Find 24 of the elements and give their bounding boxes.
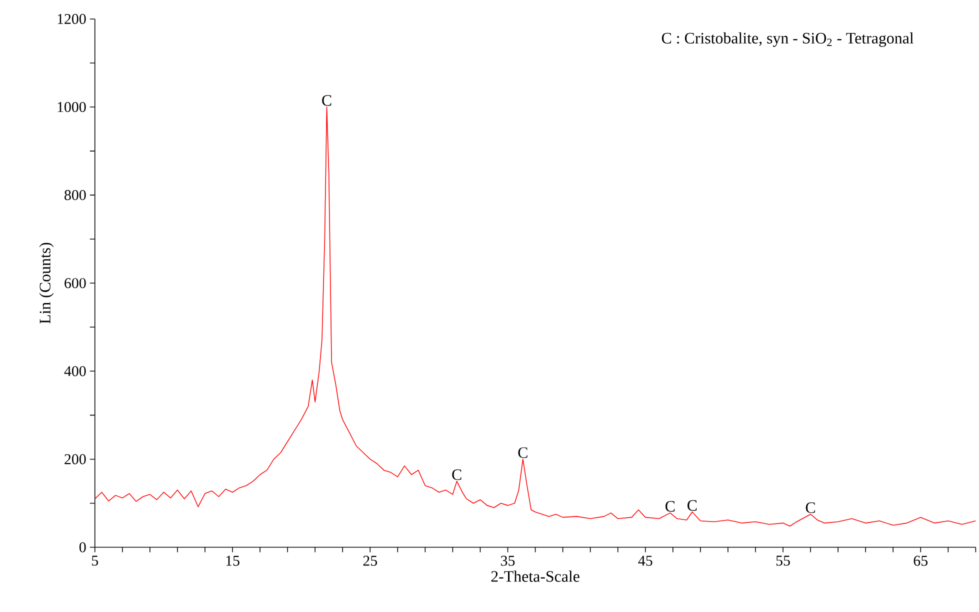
- x-tick-label: 55: [776, 556, 790, 566]
- y-axis-title: Lin (Counts): [39, 242, 54, 324]
- annotation: C: [688, 500, 697, 511]
- y-tick-label: 0: [79, 542, 86, 552]
- y-tick-label: 600: [64, 278, 86, 288]
- x-tick-label: 45: [638, 556, 652, 566]
- annotation: C : Cristobalite, syn - SiO$_{2}$ - Tetragonal: [662, 32, 914, 47]
- x-tick-label: 15: [226, 556, 240, 566]
- y-tick-label: 1200: [58, 14, 86, 24]
- x-tick-label: 25: [363, 556, 378, 566]
- y-tick-label: 800: [64, 190, 86, 200]
- x-tick-label: 65: [914, 556, 928, 566]
- annotation: C: [322, 95, 332, 106]
- annotation: C: [452, 469, 462, 480]
- x-tick-label: 35: [501, 556, 515, 566]
- y-tick-label: 400: [64, 366, 86, 376]
- y-tick-label: 200: [64, 454, 86, 464]
- x-axis-title: 2-Theta-Scale: [491, 570, 580, 582]
- annotation: C: [518, 447, 528, 458]
- annotation: C: [806, 502, 815, 513]
- y-tick-label: 1000: [58, 102, 86, 112]
- annotation: C: [666, 500, 675, 512]
- line-series: [94, 106, 976, 526]
- x-tick-label: 5: [92, 556, 98, 566]
